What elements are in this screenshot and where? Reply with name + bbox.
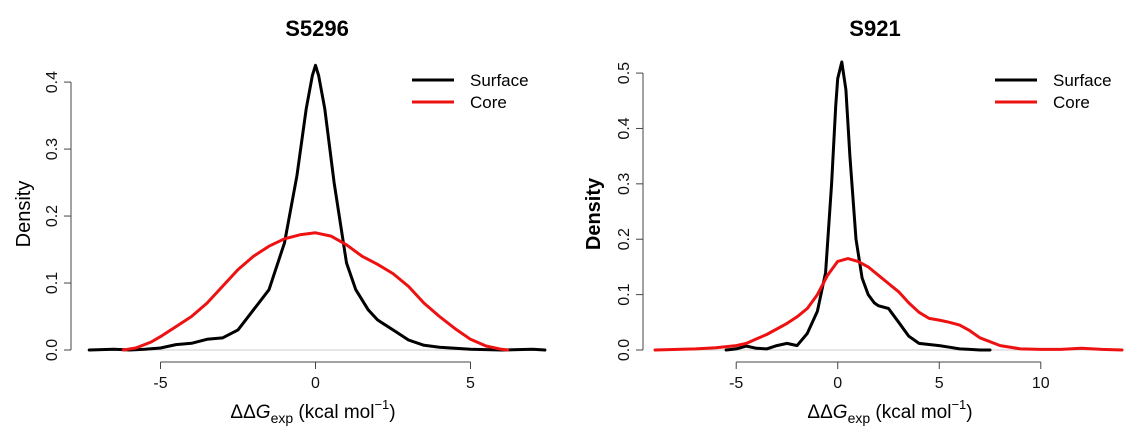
x-tick-label: -5 (153, 375, 167, 392)
x-tick-label: 0 (311, 375, 320, 392)
chart-title: S921 (849, 16, 900, 41)
x-axis-label-unit: (kcal mol (870, 402, 951, 423)
legend: Surface Core (995, 71, 1112, 112)
x-axis-label-sub: exp (848, 410, 871, 426)
series-line-core (121, 231, 510, 352)
y-axis-label: Density (583, 177, 605, 250)
x-axis-label-sup: −1 (374, 397, 389, 412)
x-tick-label: -5 (729, 375, 743, 392)
chart-title: S5296 (285, 16, 349, 41)
series-line-surface (87, 63, 547, 352)
x-tick-label: 5 (466, 375, 475, 392)
x-axis-label-var: G (833, 402, 848, 423)
x-tick-label: 0 (833, 375, 842, 392)
y-tick-label: 0.0 (616, 339, 633, 361)
y-tick-label: 0.3 (616, 173, 633, 195)
legend-label-surface: Surface (470, 71, 529, 90)
y-tick-label: 0.2 (616, 228, 633, 250)
x-axis-label-unit: (kcal mol (293, 402, 374, 423)
series-line-core (653, 257, 1124, 352)
x-axis-label-prefix: ΔΔ (807, 402, 833, 423)
y-tick-label: 0.3 (44, 138, 61, 160)
y-tick-label: 0.4 (616, 117, 633, 139)
legend: Surface Core (412, 71, 529, 112)
x-axis-label-sup: −1 (951, 397, 966, 412)
x-tick-label: 5 (935, 375, 944, 392)
x-axis-label-var: G (256, 402, 271, 423)
x-axis-label: ΔΔGexp (kcal mol−1) (807, 397, 972, 426)
y-tick-label: 0.0 (44, 339, 61, 361)
y-tick-label: 0.2 (44, 205, 61, 227)
y-tick-label: 0.4 (44, 71, 61, 93)
x-axis-label-close: ) (389, 402, 395, 423)
y-tick-label: 0.1 (44, 272, 61, 294)
y-tick-label: 0.1 (616, 283, 633, 305)
legend-label-core: Core (1053, 93, 1090, 112)
x-axis-label-sub: exp (271, 410, 294, 426)
panel-1: S921 0.0 0.1 0.2 0.3 0.4 0.5 -5 0 5 10 Density ΔΔGex… (583, 16, 1124, 426)
x-axis-label: ΔΔGexp (kcal mol−1) (230, 397, 395, 426)
legend-label-core: Core (470, 93, 507, 112)
x-axis-label-close: ) (966, 402, 972, 423)
series-line-surface (724, 60, 992, 352)
y-tick-label: 0.5 (616, 62, 633, 84)
panel-0: S5296 0.0 0.1 0.2 0.3 0.4 -5 0 5 Density ΔΔGexp (k… (13, 16, 547, 426)
legend-label-surface: Surface (1053, 71, 1112, 90)
x-axis-label-prefix: ΔΔ (230, 402, 256, 423)
x-tick-label: 10 (1032, 375, 1050, 392)
y-axis-label: Density (13, 181, 35, 248)
